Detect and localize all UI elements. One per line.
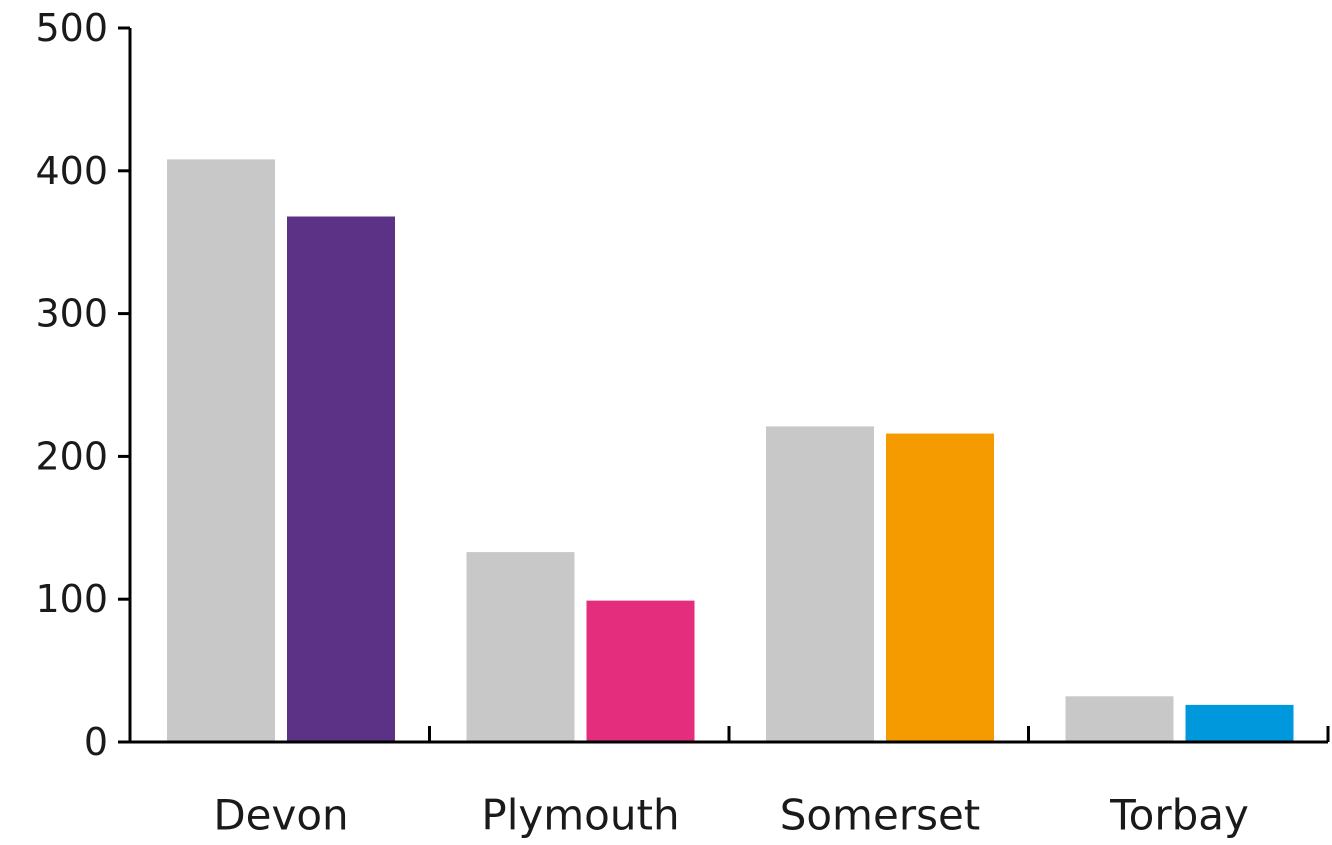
category-label: Devon: [213, 791, 348, 840]
category-label: Plymouth: [481, 791, 679, 840]
bar-plymouth-2: [586, 600, 695, 742]
bar-somerset-1: [766, 426, 874, 742]
bar-devon-1: [167, 159, 275, 743]
y-tick-label: 500: [35, 6, 108, 50]
category-label: Torbay: [1109, 791, 1249, 840]
bar-devon-2: [287, 216, 395, 743]
y-tick-label: 100: [35, 577, 108, 621]
bar-somerset-2: [886, 433, 994, 742]
bars: [167, 159, 1294, 743]
category-label: Somerset: [780, 791, 981, 840]
y-tick-label: 0: [84, 720, 108, 764]
y-tick-label: 300: [35, 292, 108, 336]
y-tick-label: 200: [35, 434, 108, 478]
x-axis-ticks: [428, 726, 1330, 742]
bar-plymouth-1: [466, 552, 575, 742]
y-axis-ticks: 0 100 200 300 400 500: [35, 6, 130, 764]
bar-torbay-2: [1185, 704, 1294, 742]
bar-torbay-1: [1065, 696, 1174, 742]
y-tick-label: 400: [35, 149, 108, 193]
category-labels: Devon Plymouth Somerset Torbay: [213, 791, 1249, 840]
